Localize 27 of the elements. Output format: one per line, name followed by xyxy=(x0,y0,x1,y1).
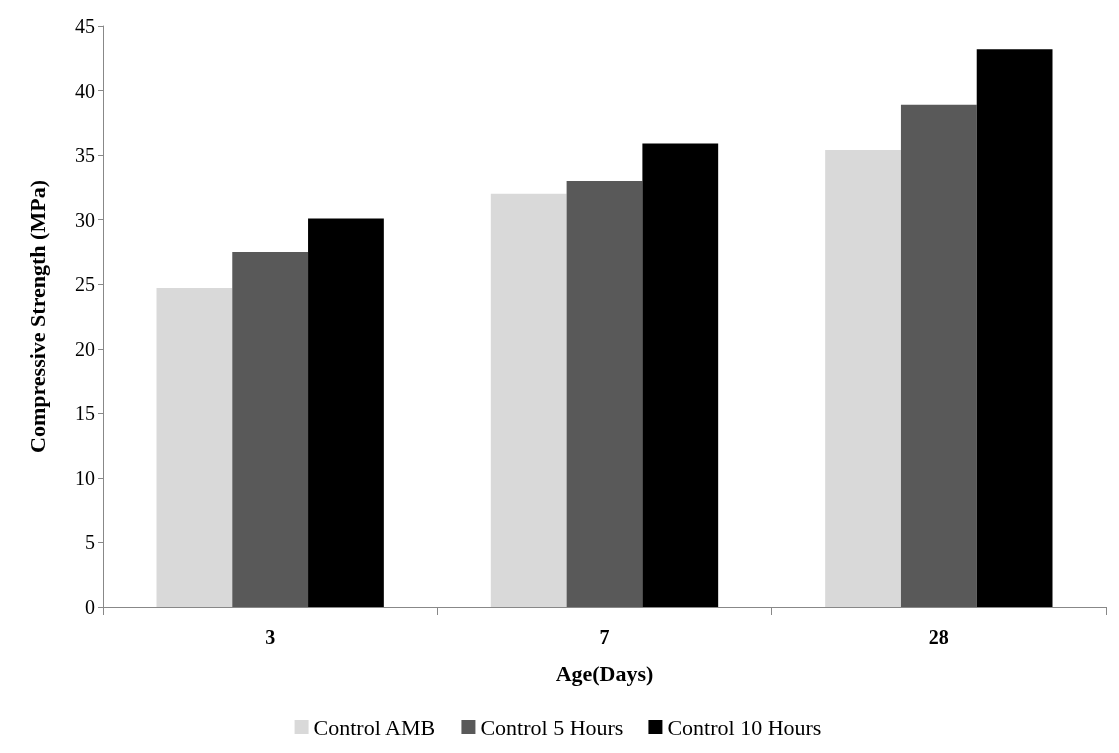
x-tick-label: 3 xyxy=(265,626,276,648)
y-tick-label: 40 xyxy=(75,79,95,102)
x-axis-title: Age(Days) xyxy=(555,660,654,686)
bar xyxy=(976,49,1053,607)
y-tick-label: 25 xyxy=(75,273,95,296)
y-axis-title: Compressive Strength (MPa) xyxy=(24,180,50,453)
bar xyxy=(900,104,977,607)
bar xyxy=(232,251,309,607)
y-tick-label: 45 xyxy=(75,15,95,37)
y-tick-label: 5 xyxy=(85,531,95,554)
y-tick-label: 10 xyxy=(75,466,95,489)
bar xyxy=(566,180,643,607)
x-tick-label: 28 xyxy=(928,626,949,648)
y-tick-label: 20 xyxy=(75,337,95,360)
bar xyxy=(490,193,567,607)
x-tick-label: 7 xyxy=(599,626,610,648)
legend-label: Control 5 Hours xyxy=(480,714,624,740)
bar xyxy=(308,218,384,607)
bar xyxy=(642,143,719,607)
y-tick-label: 15 xyxy=(75,402,95,425)
legend-label: Control 10 Hours xyxy=(667,714,822,740)
bar xyxy=(825,149,901,607)
y-tick-label: 35 xyxy=(75,144,95,167)
y-tick-label: 30 xyxy=(75,208,95,231)
y-tick-label: 0 xyxy=(85,596,95,618)
legend-label: Control AMB xyxy=(313,714,436,740)
bar xyxy=(156,288,233,607)
